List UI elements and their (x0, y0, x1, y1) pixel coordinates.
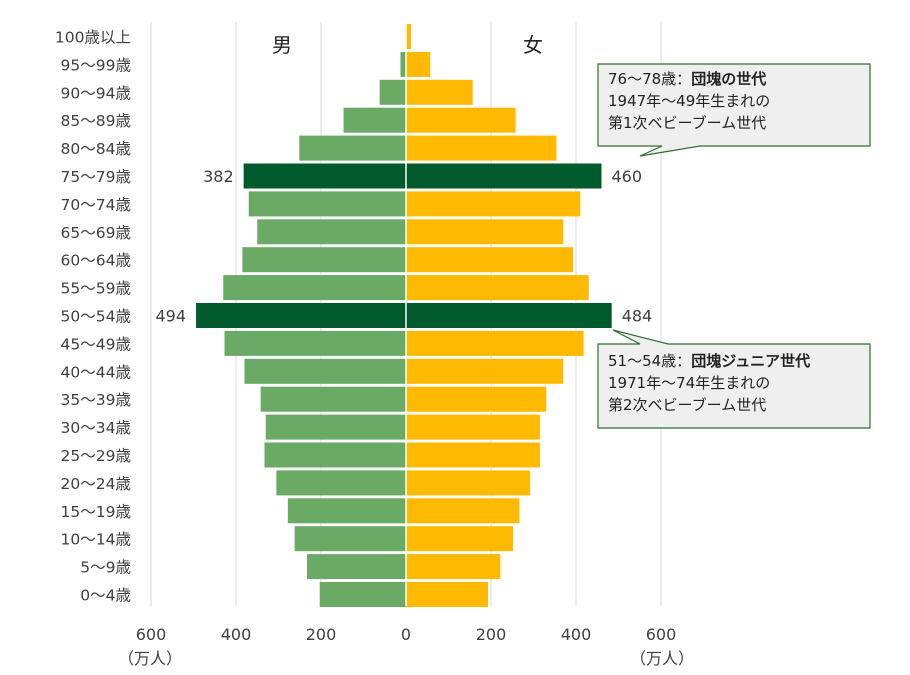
data-label-female: 484 (622, 307, 653, 326)
category-label: 80～84歳 (61, 140, 131, 158)
bar-male (379, 79, 406, 105)
callout-dankai: 76～78歳：団塊の世代 1947年～49年生まれの 第1次ベビーブーム世代 (597, 63, 871, 157)
bar-male (244, 358, 406, 384)
bar-male (306, 554, 406, 580)
data-label-male: 494 (156, 307, 187, 326)
bar-male (242, 247, 406, 273)
x-tick-label: 400 (561, 625, 592, 644)
callout-2-line1: 51～54歳：団塊ジュニア世代 (608, 352, 810, 370)
bar-female (406, 191, 581, 217)
callout-box-2 (597, 329, 871, 429)
category-label: 100歳以上 (55, 29, 131, 47)
x-tick-label: 400 (221, 625, 252, 644)
category-label: 95～99歳 (61, 56, 131, 74)
x-unit-right: （万人） (630, 649, 694, 668)
callout-2-line3: 第2次ベビーブーム世代 (608, 396, 766, 414)
legend-female: 女 (523, 33, 543, 57)
bar-female (406, 247, 574, 273)
bar-female (406, 442, 540, 468)
bar-female (406, 163, 602, 189)
bar-male (299, 135, 406, 161)
callout-1-line3: 第1次ベビーブーム世代 (608, 114, 766, 132)
bar-male (265, 414, 406, 440)
bar-male (276, 470, 406, 496)
category-label: 15～19歳 (61, 503, 131, 521)
data-label-male: 382 (203, 167, 234, 186)
category-label: 70～74歳 (61, 196, 131, 214)
bar-female (406, 358, 564, 384)
category-label: 10～14歳 (61, 531, 131, 549)
bar-male (400, 51, 406, 77)
bar-female (406, 386, 547, 412)
bar-male (248, 191, 406, 217)
category-label: 75～79歳 (61, 168, 131, 186)
category-label: 0～4歳 (80, 587, 131, 605)
bar-female (406, 303, 612, 328)
category-label: 5～9歳 (80, 559, 131, 577)
category-label: 60～64歳 (61, 252, 131, 270)
category-label: 45～49歳 (61, 335, 131, 353)
x-tick-labels: 600 400 200 0 200 400 600 (136, 625, 677, 644)
category-label: 30～34歳 (61, 419, 131, 437)
bar-female (406, 526, 514, 552)
x-tick-label: 600 (646, 625, 677, 644)
bar-female (406, 470, 531, 496)
callout-box-1 (597, 63, 871, 157)
category-label: 55～59歳 (61, 280, 131, 298)
callout-dankai-junior: 51～54歳：団塊ジュニア世代 1971年～74年生まれの 第2次ベビーブーム世… (597, 329, 871, 429)
category-label: 65～69歳 (61, 224, 131, 242)
bar-female (406, 135, 557, 161)
bar-female (406, 79, 473, 105)
bar-female (406, 582, 489, 607)
category-label: 90～94歳 (61, 84, 131, 102)
bar-male (343, 107, 406, 133)
data-label-female: 460 (612, 167, 643, 186)
bar-male (243, 163, 406, 189)
bar-male (223, 275, 406, 301)
category-label: 50～54歳 (61, 308, 131, 326)
bar-female (406, 107, 516, 133)
category-label: 85～89歳 (61, 112, 131, 130)
bar-male (224, 330, 406, 356)
legend-male: 男 (272, 33, 292, 57)
data-labels: 382 460 494 484 (156, 167, 653, 326)
category-label: 20～24歳 (61, 475, 131, 493)
bar-male (260, 386, 406, 412)
bar-female (406, 51, 431, 77)
bar-male (319, 582, 406, 607)
bars (196, 22, 612, 607)
bar-female (406, 498, 520, 524)
category-labels: 100歳以上 95～99歳 90～94歳 85～89歳 80～84歳 75～79歳 70～7… (55, 29, 131, 605)
bar-male (264, 442, 406, 468)
x-tick-label: 600 (136, 625, 167, 644)
bar-female (406, 554, 501, 580)
x-tick-label: 200 (306, 625, 337, 644)
bar-male (196, 303, 406, 328)
bar-male (294, 526, 406, 552)
bar-female (406, 275, 589, 301)
callout-2-line2: 1971年～74年生まれの (608, 374, 770, 392)
bar-female (406, 414, 540, 440)
bar-female (406, 24, 412, 49)
callout-1-line2: 1947年～49年生まれの (608, 92, 770, 110)
callout-1-line1: 76～78歳：団塊の世代 (608, 70, 766, 88)
bar-male (257, 219, 406, 245)
bar-male (287, 498, 406, 524)
x-unit-left: （万人） (118, 649, 182, 668)
category-label: 40～44歳 (61, 363, 131, 381)
x-tick-label: 200 (476, 625, 507, 644)
bar-female (406, 330, 584, 356)
x-tick-label: 0 (401, 625, 411, 644)
category-label: 35～39歳 (61, 391, 131, 409)
category-label: 25～29歳 (61, 447, 131, 465)
bar-female (406, 219, 564, 245)
